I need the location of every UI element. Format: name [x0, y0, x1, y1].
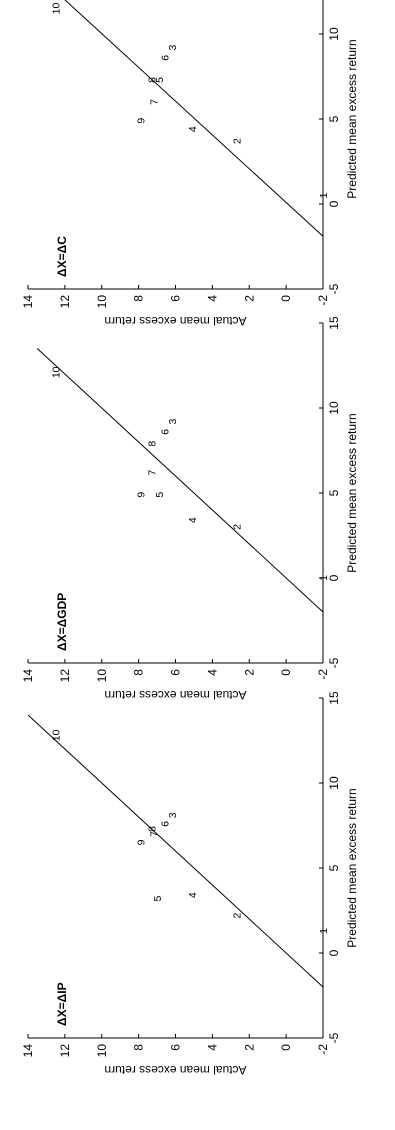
- point-label-4: 4: [187, 892, 199, 898]
- point-label-10: 10: [51, 366, 63, 378]
- y-tick-label: 4: [205, 1044, 219, 1051]
- y-tick-label: 12: [58, 1044, 72, 1058]
- x-tick-label: -5: [327, 283, 341, 294]
- x-tick-label: 0: [327, 574, 341, 581]
- y-tick-label: -2: [316, 669, 330, 680]
- y-tick-label: 10: [95, 669, 109, 683]
- point-label-1: 1: [318, 192, 330, 198]
- point-label-1: 1: [318, 575, 330, 581]
- point-label-7: 7: [148, 831, 160, 837]
- point-label-4: 4: [187, 517, 199, 523]
- point-label-6: 6: [159, 429, 171, 435]
- point-label-3: 3: [167, 812, 179, 818]
- point-label-3: 3: [167, 419, 179, 425]
- point-label-5: 5: [154, 77, 166, 83]
- x-tick-label: 0: [327, 200, 341, 207]
- x-tick-label: 0: [327, 949, 341, 956]
- point-label-6: 6: [159, 55, 171, 61]
- y-tick-label: 2: [242, 669, 256, 676]
- point-label-8: 8: [147, 441, 159, 447]
- point-label-7: 7: [147, 470, 159, 476]
- y-tick-label: 14: [21, 669, 35, 683]
- fit-line: [36, 0, 324, 237]
- y-axis-label: Actual mean excess return: [104, 314, 246, 328]
- chart-title: ΔX=ΔGDP: [55, 593, 69, 651]
- x-axis-label: Predicted mean excess return: [345, 413, 359, 572]
- point-label-10: 10: [51, 729, 63, 741]
- x-tick-label: 5: [327, 115, 341, 122]
- x-tick-label: 10: [327, 401, 341, 415]
- x-tick-label: 5: [327, 864, 341, 871]
- y-tick-label: 8: [132, 295, 146, 302]
- chart-title: ΔX=ΔC: [55, 236, 69, 277]
- chart-title: ΔX=ΔIP: [55, 982, 69, 1026]
- y-tick-label: 14: [21, 295, 35, 309]
- y-tick-label: -2: [316, 295, 330, 306]
- y-axis-label: Actual mean excess return: [104, 688, 246, 702]
- x-tick-label: -5: [327, 1032, 341, 1043]
- y-tick-label: 8: [132, 669, 146, 676]
- x-tick-label: 10: [327, 27, 341, 41]
- y-tick-label: 4: [205, 669, 219, 676]
- point-label-8: 8: [147, 826, 159, 832]
- y-tick-label: 4: [205, 295, 219, 302]
- point-label-7: 7: [148, 99, 160, 105]
- y-tick-label: 6: [169, 1044, 183, 1051]
- x-tick-label: 10: [327, 776, 341, 790]
- y-tick-label: -2: [316, 1044, 330, 1055]
- point-label-9: 9: [135, 118, 147, 124]
- point-label-5: 5: [152, 896, 164, 902]
- y-tick-label: 14: [21, 1044, 35, 1058]
- point-label-9: 9: [135, 492, 147, 498]
- x-tick-label: 15: [327, 316, 341, 330]
- y-tick-label: 2: [242, 1044, 256, 1051]
- x-tick-label: -5: [327, 657, 341, 668]
- point-label-9: 9: [135, 839, 147, 845]
- point-label-5: 5: [154, 492, 166, 498]
- y-tick-label: 12: [58, 669, 72, 683]
- y-tick-label: 6: [169, 669, 183, 676]
- point-label-2: 2: [231, 138, 243, 144]
- x-tick-label: 5: [327, 489, 341, 496]
- y-tick-label: 0: [279, 669, 293, 676]
- point-label-2: 2: [231, 524, 243, 530]
- point-label-8: 8: [147, 77, 159, 83]
- x-axis-label: Predicted mean excess return: [345, 788, 359, 947]
- point-label-1: 1: [318, 928, 330, 934]
- y-tick-label: 10: [95, 1044, 109, 1058]
- fit-line: [36, 348, 324, 613]
- y-tick-label: 6: [169, 295, 183, 302]
- y-tick-label: 2: [242, 295, 256, 302]
- y-tick-label: 0: [279, 295, 293, 302]
- fit-line: [27, 714, 324, 988]
- y-tick-label: 12: [58, 295, 72, 309]
- x-tick-label: 15: [327, 691, 341, 705]
- point-label-3: 3: [167, 45, 179, 51]
- y-tick-label: 8: [132, 1044, 146, 1051]
- x-axis-label: Predicted mean excess return: [345, 39, 359, 198]
- point-label-4: 4: [187, 126, 199, 132]
- point-label-6: 6: [159, 821, 171, 827]
- point-label-2: 2: [231, 913, 243, 919]
- y-tick-label: 10: [95, 295, 109, 309]
- point-label-10: 10: [51, 3, 63, 15]
- y-axis-label: Actual mean excess return: [104, 1063, 246, 1077]
- y-tick-label: 0: [279, 1044, 293, 1051]
